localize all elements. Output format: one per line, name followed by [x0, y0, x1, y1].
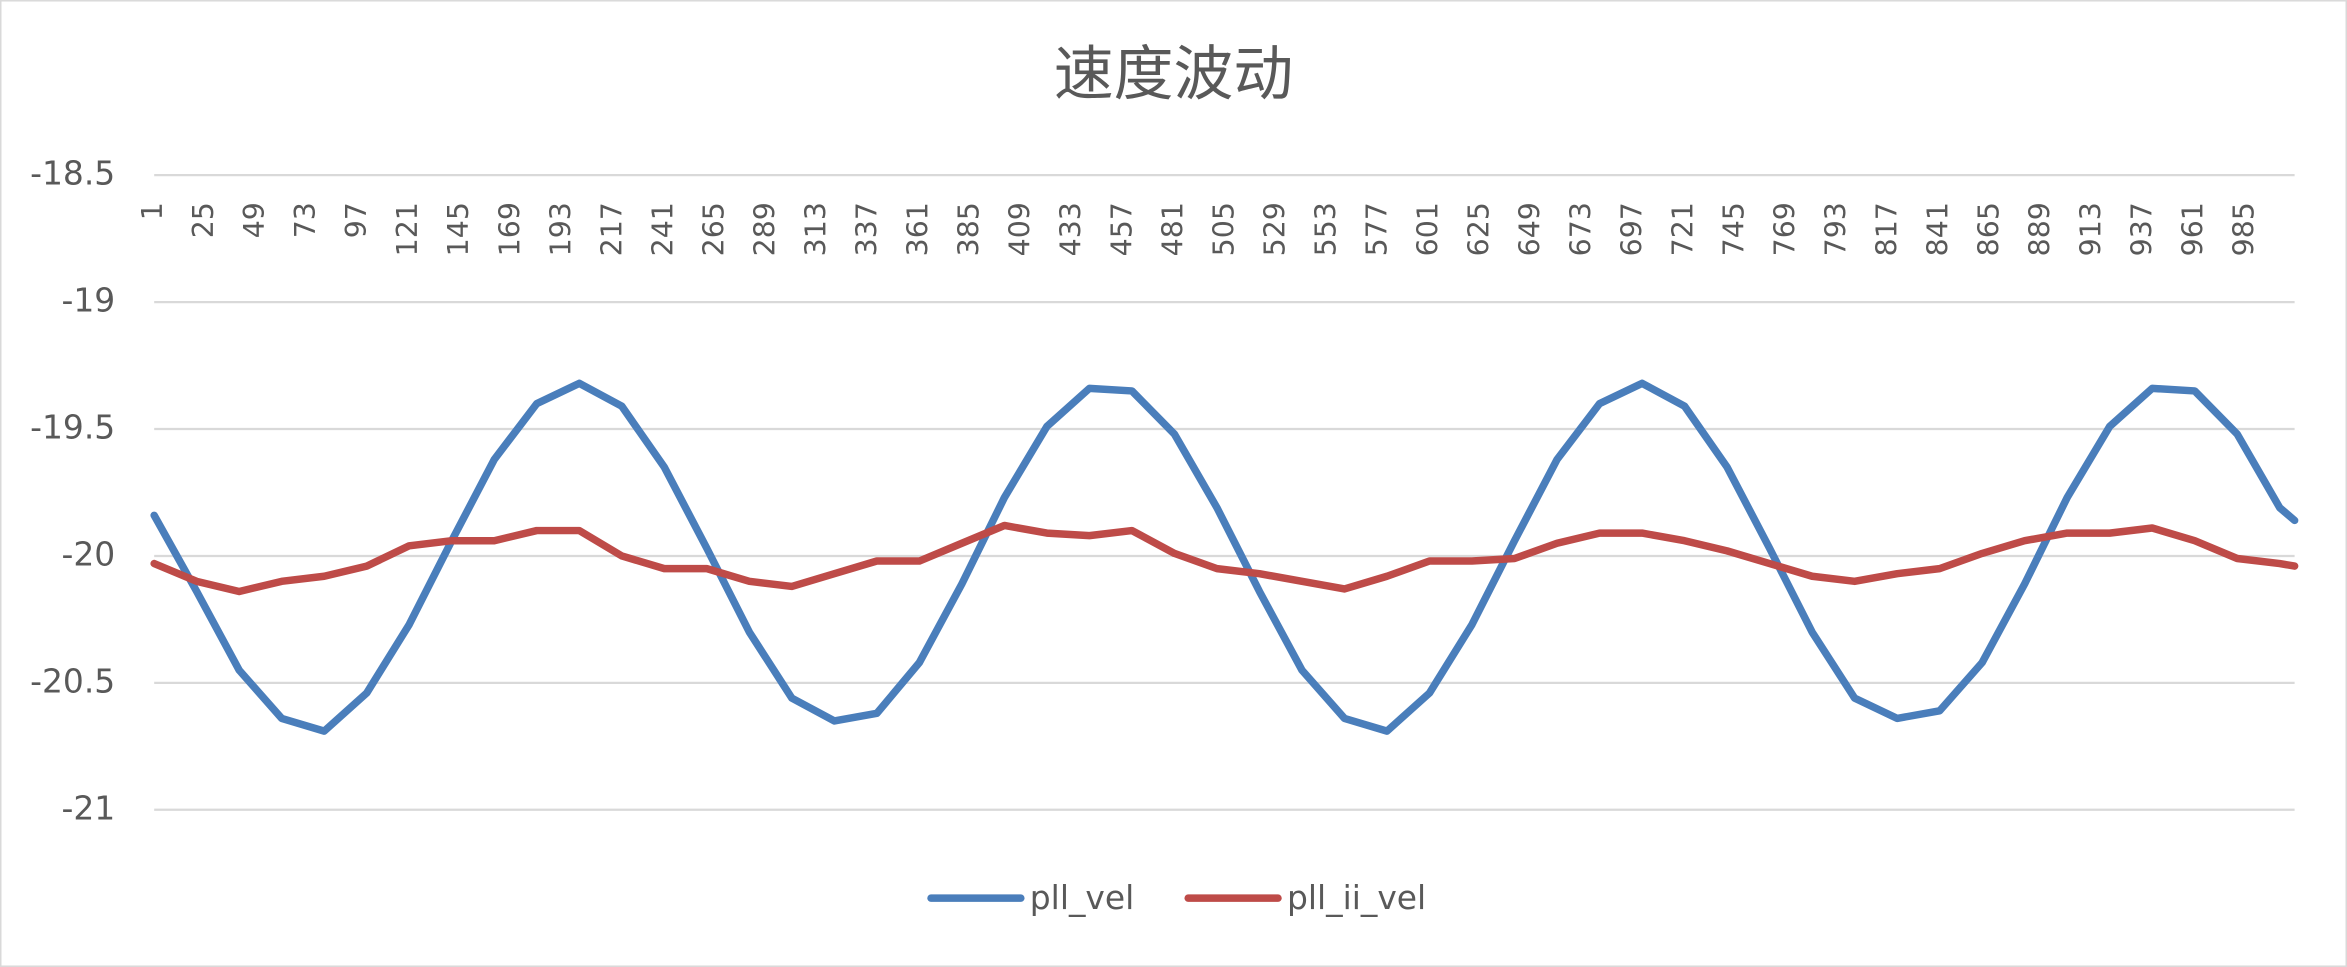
x-tick-label: 601	[1412, 202, 1445, 256]
x-tick-label: 409	[1003, 202, 1036, 256]
x-tick-label: 241	[646, 202, 679, 256]
x-tick-label: 697	[1616, 202, 1649, 256]
x-tick-label: 385	[952, 202, 985, 256]
x-tick-label: 97	[340, 202, 373, 238]
x-tick-label: 433	[1054, 202, 1087, 256]
x-tick-label: 457	[1105, 202, 1138, 256]
series-line	[150, 521, 2299, 596]
x-tick-label: 649	[1514, 202, 1547, 256]
y-tick-label: -21	[62, 788, 116, 827]
x-tick-label: 169	[493, 202, 526, 256]
x-tick-label: 505	[1207, 202, 1240, 256]
x-tick-label: 25	[187, 202, 220, 238]
x-tick-label: 529	[1258, 202, 1291, 256]
y-tick-label: -18.5	[30, 154, 115, 193]
x-tick-label: 361	[901, 202, 934, 256]
x-tick-label: 889	[2024, 202, 2057, 256]
x-tick-label: 841	[1922, 202, 1955, 256]
series-line	[150, 379, 2299, 735]
x-tick-label: 913	[2075, 202, 2108, 256]
x-tick-label: 961	[2177, 202, 2210, 256]
x-tick-label: 625	[1463, 202, 1496, 256]
x-tick-label: 481	[1156, 202, 1189, 256]
legend-label: pll_vel	[1030, 878, 1135, 917]
x-tick-label: 217	[595, 202, 628, 256]
x-tick-label: 745	[1718, 202, 1751, 256]
x-tick-label: 577	[1360, 202, 1393, 256]
y-tick-label: -19	[62, 281, 116, 320]
x-tick-label: 985	[2228, 202, 2261, 256]
y-tick-label: -19.5	[30, 408, 115, 447]
legend-label: pll_ii_vel	[1287, 878, 1426, 917]
x-tick-label: 49	[238, 202, 271, 238]
y-tick-label: -20.5	[30, 661, 115, 700]
x-tick-label: 121	[391, 202, 424, 256]
y-tick-label: -20	[62, 534, 116, 573]
x-tick-label: 817	[1871, 202, 1904, 256]
chart-title: 速度波动	[1054, 39, 1293, 109]
x-tick-label: 1	[136, 202, 169, 220]
x-tick-label: 721	[1667, 202, 1700, 256]
x-tick-label: 145	[442, 202, 475, 256]
x-tick-label: 313	[799, 202, 832, 256]
x-tick-label: 337	[850, 202, 883, 256]
x-tick-label: 193	[544, 202, 577, 256]
x-tick-label: 73	[289, 202, 322, 238]
x-tick-label: 769	[1769, 202, 1802, 256]
x-tick-label: 289	[748, 202, 781, 256]
x-tick-label: 937	[2126, 202, 2159, 256]
x-tick-label: 865	[1973, 202, 2006, 256]
x-tick-label: 673	[1565, 202, 1598, 256]
x-tick-label: 553	[1309, 202, 1342, 256]
x-tick-label: 265	[697, 202, 730, 256]
x-tick-label: 793	[1820, 202, 1853, 256]
